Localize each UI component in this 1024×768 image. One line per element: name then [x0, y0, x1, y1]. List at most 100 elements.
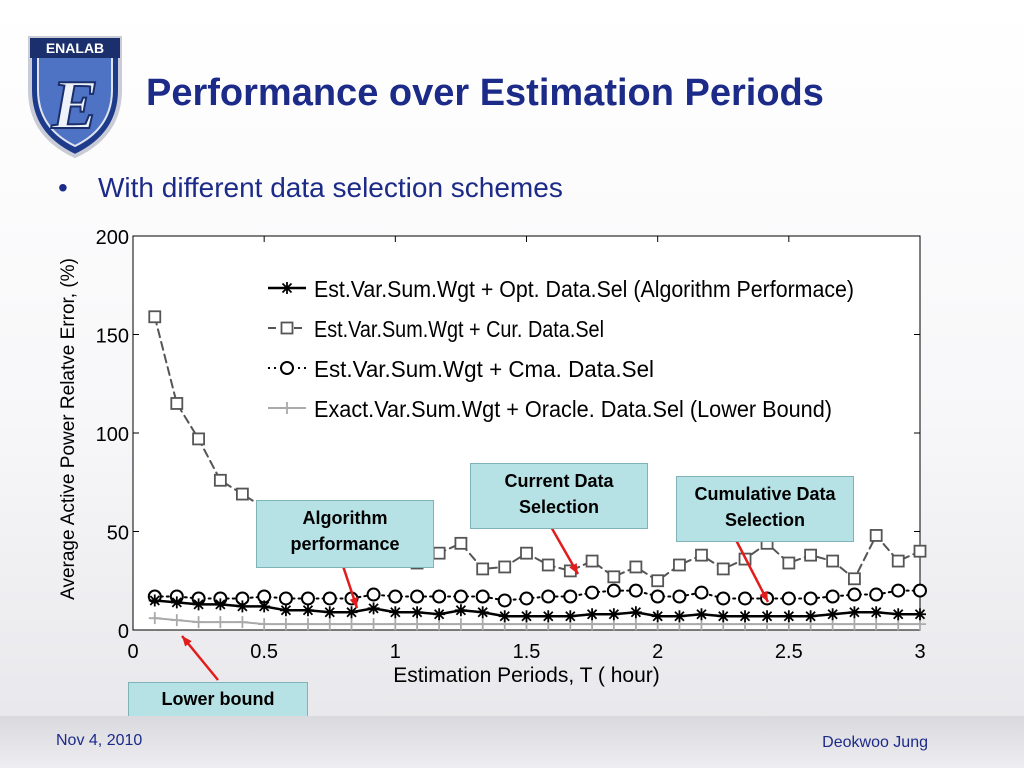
data-point [541, 558, 555, 572]
data-point [192, 616, 205, 629]
data-point [914, 608, 926, 621]
data-point [281, 402, 293, 414]
data-point [170, 614, 183, 627]
bullet-text: With different data selection schemes [98, 172, 563, 203]
data-point [498, 560, 512, 574]
data-point [278, 591, 293, 606]
y-tick-label: 0 [118, 621, 129, 643]
callout-lower-bound: Lower bound [128, 682, 308, 718]
data-point [607, 608, 620, 621]
data-point [367, 618, 380, 631]
data-point [629, 560, 643, 574]
arrow-head [182, 636, 192, 647]
callout-arrow [341, 565, 359, 609]
data-point [433, 608, 446, 621]
data-point [411, 618, 424, 631]
legend: Est.Var.Sum.Wgt + Opt. Data.Sel (Algorit… [268, 276, 854, 422]
data-point [345, 618, 358, 631]
data-point [563, 589, 578, 604]
data-point [629, 606, 642, 619]
data-point [235, 487, 249, 501]
data-point [281, 282, 293, 294]
x-tick-label: 0 [127, 641, 138, 663]
performance-chart: 0 50 100 150 200 0 0.5 1 1.5 2 2.5 3 Estimation Peri… [58, 227, 927, 687]
data-point [672, 589, 687, 604]
data-point [280, 361, 294, 375]
data-point [717, 610, 730, 623]
data-point [520, 610, 533, 623]
data-point [804, 610, 817, 623]
bullet-dot: • [58, 172, 68, 203]
data-point [323, 606, 336, 619]
data-point [454, 604, 467, 617]
arrow-shaft [734, 539, 770, 603]
y-tick-label: 150 [96, 326, 129, 348]
x-tick-label: 1 [390, 641, 401, 663]
data-point [411, 606, 424, 619]
data-point [148, 612, 161, 625]
data-point [497, 593, 512, 608]
logo-letter: E [51, 67, 99, 144]
y-tick-label: 50 [107, 523, 129, 545]
enalab-logo: ENALAB E [28, 36, 122, 159]
y-tick-label: 200 [96, 227, 129, 249]
slide-title: Performance over Estimation Periods [146, 72, 824, 114]
callout-arrow [181, 635, 219, 681]
data-point [651, 610, 664, 623]
data-point [716, 562, 730, 576]
data-point [170, 397, 184, 410]
y-tick-label: 100 [96, 424, 129, 446]
data-point [847, 587, 862, 602]
data-point [236, 616, 249, 629]
data-point [869, 587, 884, 602]
data-point [870, 606, 883, 619]
callout-algorithm-performance: Algorithm performance [256, 500, 434, 568]
series-line-1 [148, 594, 926, 623]
footer-bar [0, 716, 1024, 768]
data-point [454, 618, 467, 631]
data-point [148, 310, 162, 324]
data-point [585, 554, 599, 568]
data-point [650, 589, 665, 604]
data-point [782, 556, 796, 570]
data-point [322, 591, 337, 606]
data-point [367, 602, 380, 615]
data-point [803, 591, 818, 606]
data-point [520, 546, 533, 560]
data-point [300, 591, 315, 606]
data-point [673, 558, 686, 572]
data-point [695, 608, 708, 621]
data-point [891, 554, 905, 568]
data-point [170, 596, 183, 609]
data-point [192, 432, 205, 446]
data-point [498, 610, 511, 623]
data-point [475, 589, 490, 604]
data-point [606, 583, 621, 598]
data-point [542, 610, 555, 623]
data-point [585, 585, 600, 600]
data-point [673, 610, 686, 623]
x-tick-label: 2 [652, 641, 663, 663]
x-tick-label: 3 [914, 641, 925, 663]
data-point [432, 589, 447, 604]
data-point [629, 618, 642, 631]
data-point [739, 610, 752, 623]
data-point [388, 589, 403, 604]
y-axis-label: Average Active Power Relatve Error, (%) [58, 258, 79, 600]
data-point [694, 585, 709, 600]
data-point [389, 606, 402, 619]
data-point [848, 618, 861, 631]
legend-entry: Est.Var.Sum.Wgt + Cma. Data.Sel [314, 356, 654, 382]
data-point [586, 608, 599, 621]
data-point [848, 606, 861, 619]
data-point [848, 572, 861, 586]
data-point [258, 600, 271, 613]
data-point [913, 583, 927, 598]
data-point [323, 618, 336, 631]
data-point [454, 536, 468, 550]
data-point [279, 604, 292, 617]
data-point [453, 589, 468, 604]
data-point [432, 546, 446, 560]
data-point [826, 554, 840, 568]
legend-entry: Est.Var.Sum.Wgt + Opt. Data.Sel (Algorit… [314, 276, 854, 302]
